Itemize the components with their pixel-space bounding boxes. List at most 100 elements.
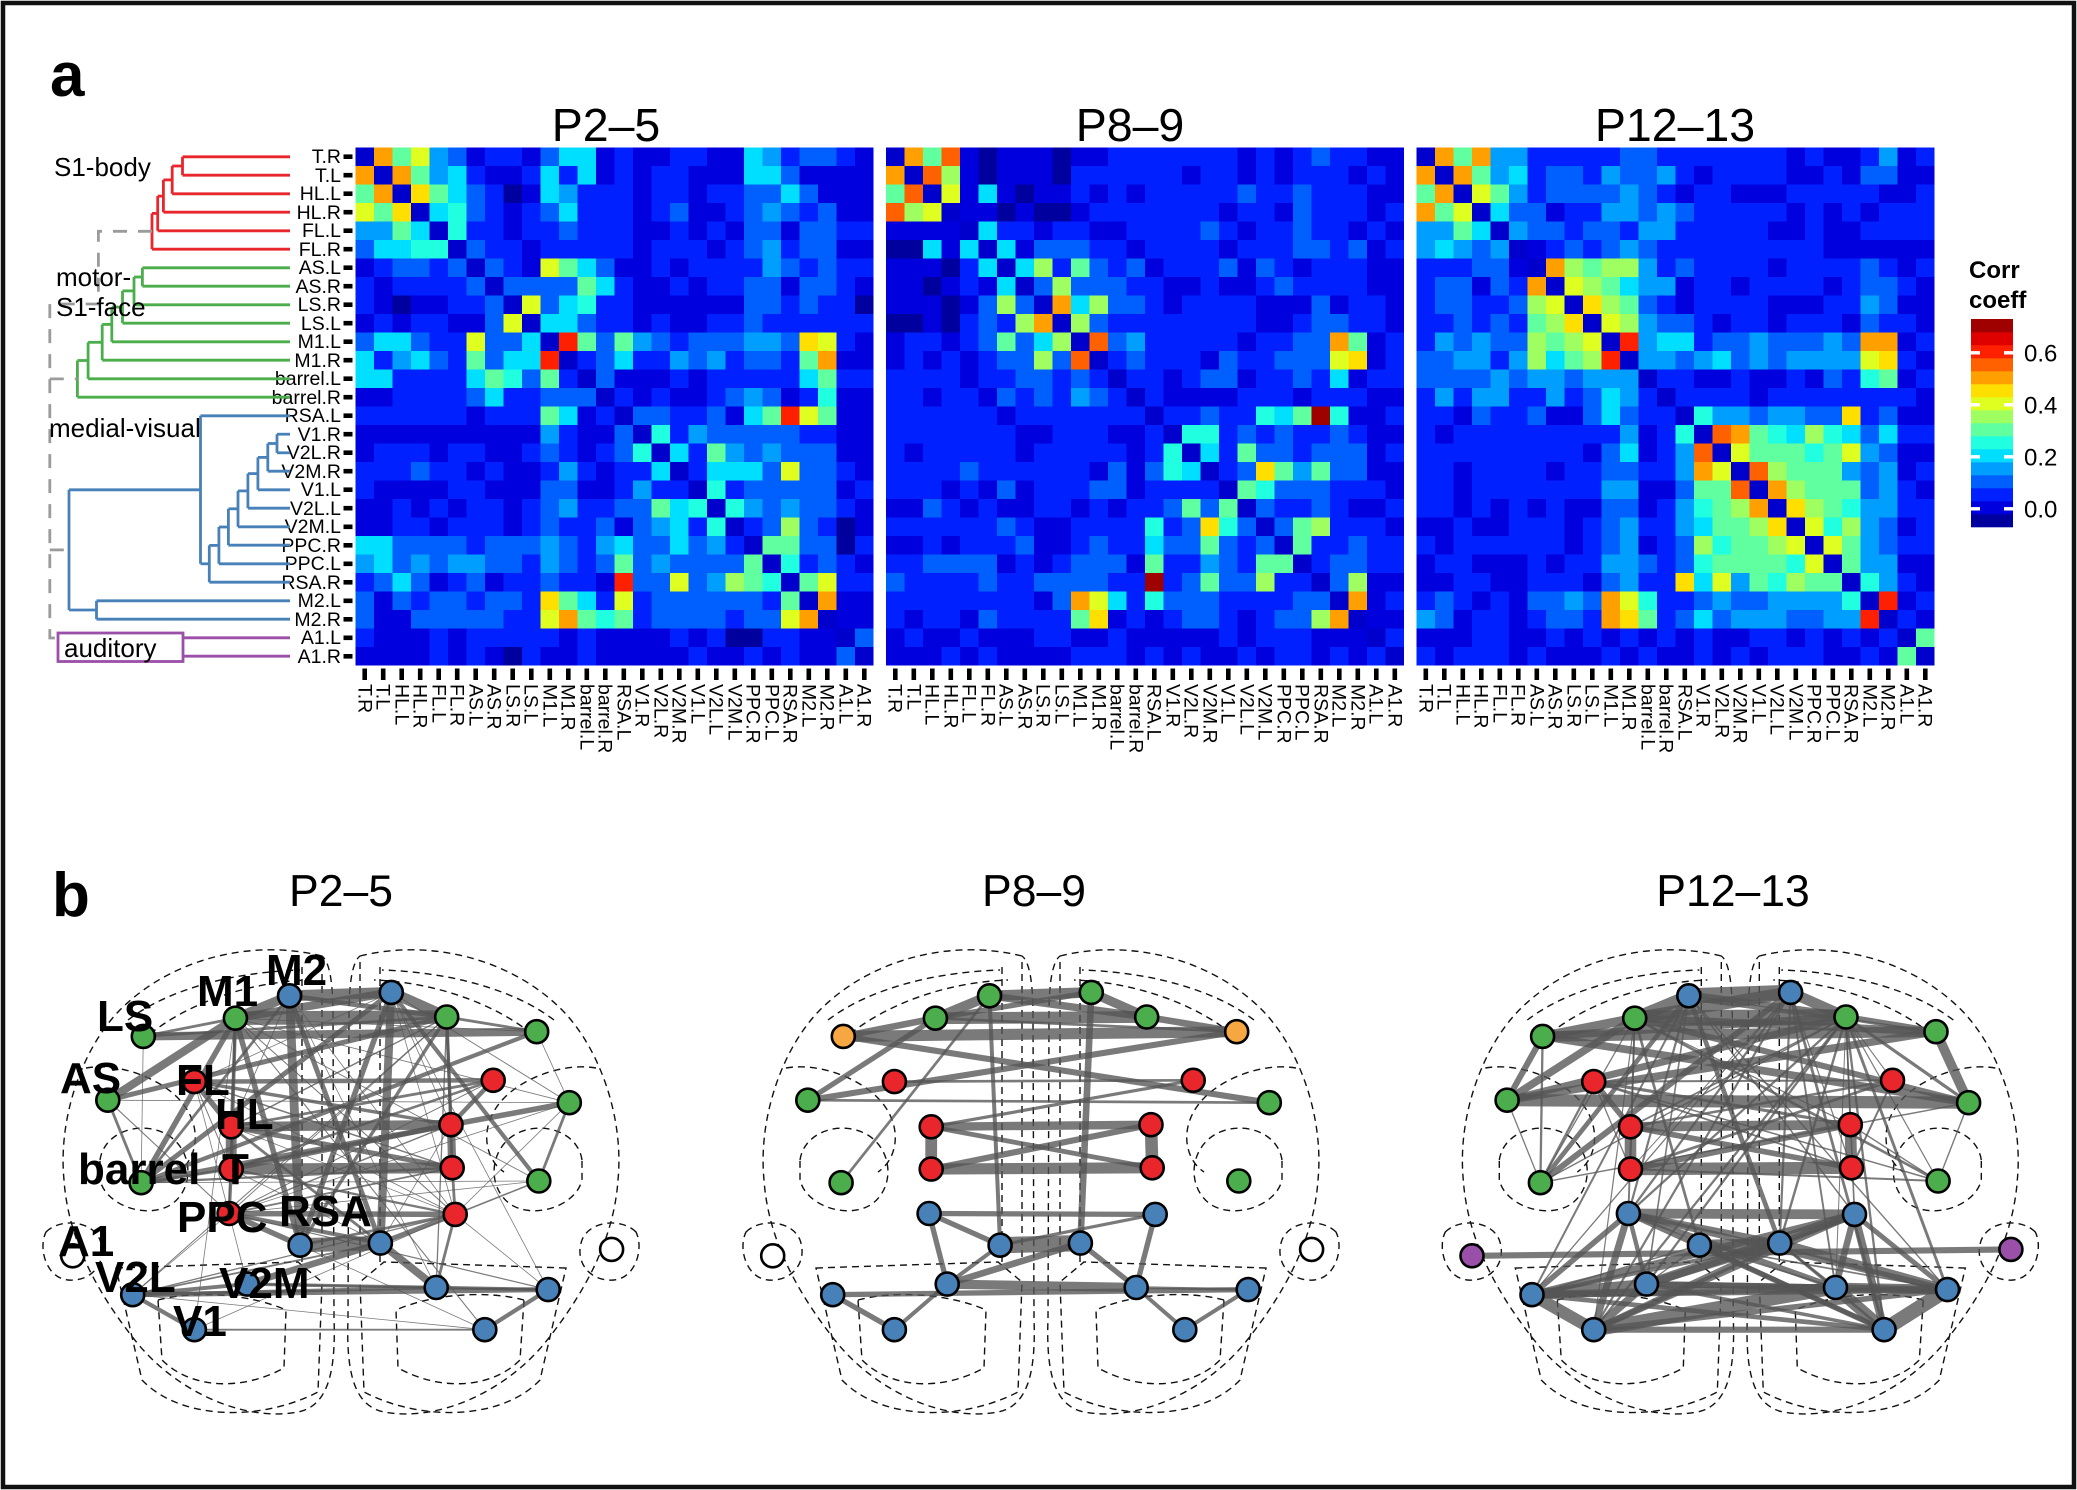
svg-text:FL.R: FL.R [976, 684, 998, 726]
svg-text:FL.L: FL.L [427, 684, 449, 723]
svg-text:LS.L: LS.L [301, 313, 341, 335]
svg-text:LS.R: LS.R [501, 684, 523, 727]
svg-text:HL.R: HL.R [1470, 684, 1492, 728]
svg-text:V1.R: V1.R [298, 424, 341, 446]
svg-text:FL: FL [176, 1056, 230, 1105]
svg-text:M2.R: M2.R [1346, 684, 1368, 731]
svg-text:V1.R: V1.R [1161, 684, 1183, 727]
svg-text:M1.L: M1.L [1599, 684, 1621, 728]
svg-text:V1.L: V1.L [686, 684, 708, 724]
svg-text:P12–13: P12–13 [1656, 867, 1809, 916]
svg-text:M1.R: M1.R [557, 684, 579, 731]
svg-text:A1.L: A1.L [1365, 684, 1387, 724]
svg-text:motor-: motor- [56, 262, 131, 292]
svg-text:V2M.R: V2M.R [281, 461, 341, 483]
svg-text:HL.R: HL.R [409, 684, 431, 728]
svg-text:PPC: PPC [177, 1193, 267, 1242]
svg-text:AS.R: AS.R [1013, 684, 1035, 730]
svg-text:RSA.R: RSA.R [1840, 684, 1862, 744]
svg-text:HL.L: HL.L [921, 684, 943, 725]
svg-text:AS.R: AS.R [1544, 684, 1566, 730]
svg-text:M1.L: M1.L [538, 684, 560, 728]
svg-text:RSA.L: RSA.L [1673, 684, 1695, 741]
svg-text:P8–9: P8–9 [1076, 99, 1185, 151]
svg-text:V2L.R: V2L.R [649, 684, 671, 738]
svg-text:V2M.L: V2M.L [1254, 684, 1276, 741]
svg-text:V2M.R: V2M.R [668, 684, 690, 744]
svg-text:AS.L: AS.L [464, 684, 486, 726]
svg-text:A1.L: A1.L [834, 684, 856, 724]
svg-text:A1.R: A1.R [853, 684, 875, 727]
svg-text:coeff: coeff [1969, 287, 2027, 314]
svg-text:V2L.R: V2L.R [1180, 684, 1202, 738]
svg-text:RSA.L: RSA.L [612, 684, 634, 741]
svg-text:V2L.L: V2L.L [1766, 684, 1788, 735]
svg-text:AS.L: AS.L [1525, 684, 1547, 726]
svg-text:M2.L: M2.L [1328, 684, 1350, 728]
svg-text:FL.L: FL.L [302, 220, 341, 242]
svg-text:Corr: Corr [1969, 257, 2020, 284]
svg-text:V2L.L: V2L.L [290, 498, 341, 520]
svg-text:LS.L: LS.L [520, 684, 542, 724]
svg-text:T.R: T.R [884, 684, 906, 713]
svg-text:barrel.R: barrel.R [594, 684, 616, 753]
svg-text:barrel.R: barrel.R [272, 387, 341, 409]
svg-text:a: a [50, 41, 85, 110]
svg-text:medial-visual: medial-visual [49, 413, 201, 443]
svg-text:FL.R: FL.R [299, 239, 341, 261]
svg-text:S1-face: S1-face [56, 292, 146, 322]
svg-text:barrel.L: barrel.L [1106, 684, 1128, 750]
svg-text:V1.R: V1.R [1692, 684, 1714, 727]
svg-text:T.L: T.L [1433, 684, 1455, 710]
svg-text:A1.R: A1.R [1914, 684, 1936, 727]
svg-text:HL.R: HL.R [297, 202, 341, 224]
svg-text:PPC.L: PPC.L [285, 553, 342, 575]
svg-text:PPC.R: PPC.R [742, 684, 764, 744]
svg-text:PPC.L: PPC.L [1821, 684, 1843, 741]
svg-text:auditory: auditory [64, 633, 157, 663]
svg-text:M1: M1 [197, 967, 258, 1016]
svg-text:M1.L: M1.L [298, 331, 342, 353]
svg-text:HL: HL [215, 1090, 274, 1139]
svg-text:PPC.R: PPC.R [1272, 684, 1294, 744]
svg-text:FL.L: FL.L [1488, 684, 1510, 723]
svg-text:0.2: 0.2 [2024, 444, 2057, 471]
svg-text:M2.R: M2.R [1877, 684, 1899, 731]
svg-text:barrel.L: barrel.L [575, 684, 597, 750]
svg-text:V2L.R: V2L.R [287, 442, 341, 464]
svg-text:HL.L: HL.L [390, 684, 412, 725]
svg-text:M1.L: M1.L [1069, 684, 1091, 728]
svg-text:A1: A1 [58, 1217, 114, 1266]
svg-text:0.0: 0.0 [2024, 496, 2057, 523]
svg-text:V2M.R: V2M.R [1729, 684, 1751, 744]
svg-text:0.4: 0.4 [2024, 392, 2057, 419]
svg-text:T.L: T.L [372, 684, 394, 710]
svg-text:M2: M2 [266, 946, 327, 995]
svg-text:A1.L: A1.L [1895, 684, 1917, 724]
svg-text:A1.R: A1.R [1383, 684, 1405, 727]
svg-text:V1: V1 [173, 1297, 227, 1346]
svg-text:V1.L: V1.L [1747, 684, 1769, 724]
svg-text:V2M.L: V2M.L [285, 516, 342, 538]
svg-text:AS.L: AS.L [995, 684, 1017, 726]
svg-text:T.L: T.L [315, 165, 341, 187]
svg-text:V1.L: V1.L [301, 479, 341, 501]
svg-text:LS.L: LS.L [1050, 684, 1072, 724]
svg-text:b: b [52, 861, 90, 930]
svg-text:M2.R: M2.R [294, 609, 341, 631]
svg-text:0.6: 0.6 [2024, 340, 2057, 367]
svg-text:M2.L: M2.L [298, 590, 342, 612]
svg-text:M2.R: M2.R [816, 684, 838, 731]
svg-text:PPC.R: PPC.R [1803, 684, 1825, 744]
svg-text:V2M.L: V2M.L [723, 684, 745, 741]
svg-text:AS.R: AS.R [483, 684, 505, 730]
svg-text:V2L: V2L [95, 1253, 176, 1302]
svg-text:A1.L: A1.L [301, 627, 341, 649]
svg-text:V2M.L: V2M.L [1784, 684, 1806, 741]
svg-text:M1.R: M1.R [294, 350, 341, 372]
svg-text:RSA.R: RSA.R [1309, 684, 1331, 744]
svg-text:AS.L: AS.L [299, 257, 341, 279]
svg-text:LS.R: LS.R [298, 294, 341, 316]
svg-text:RSA.R: RSA.R [779, 684, 801, 744]
svg-text:HL.L: HL.L [300, 183, 341, 205]
